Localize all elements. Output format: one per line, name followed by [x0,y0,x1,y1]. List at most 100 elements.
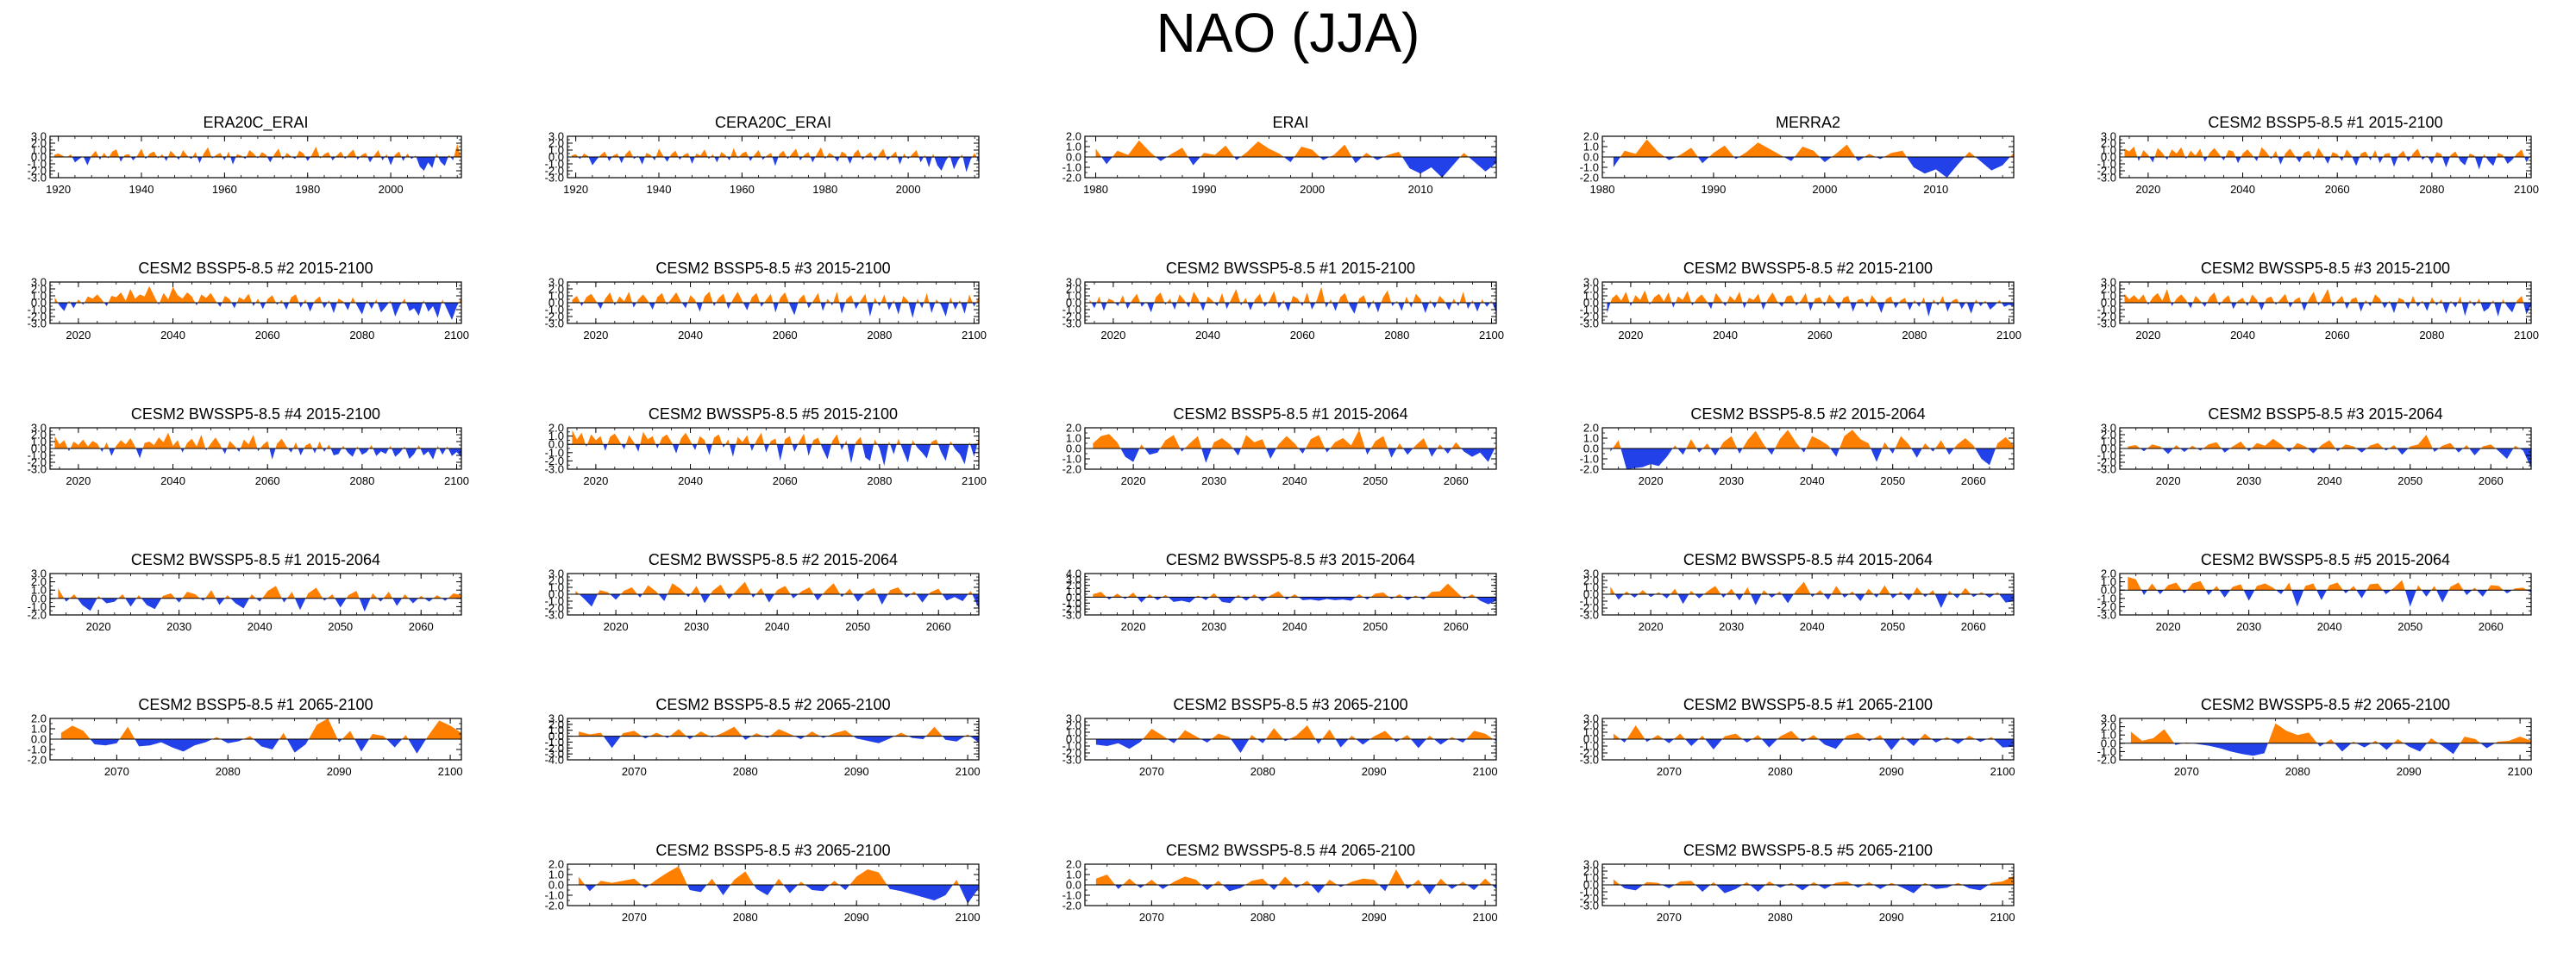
y-tick-label: -2.0 [28,754,47,767]
negative-anomaly-area [2141,590,2531,607]
y-tick-label: -2.0 [28,310,47,323]
y-tick-label: 1.0 [2101,144,2116,157]
x-tick-label: 2080 [2419,329,2444,342]
panel-title: ERA20C_ERAI [203,114,308,132]
x-tick-label: 2030 [166,620,191,633]
panel-title: CERA20C_ERAI [715,114,831,132]
x-tick-label: 2040 [2230,183,2255,196]
y-tick-label: -2.0 [1062,172,1081,185]
panel-title: CESM2 BWSSP5-8.5 #2 2065-2100 [2201,696,2450,713]
y-tick-label: -1.0 [1062,161,1081,174]
y-tick-label: -1.0 [28,304,47,317]
x-tick-label: 2100 [1990,765,2015,778]
x-tick-label: 2000 [896,183,921,196]
negative-anomaly-area [1610,594,2014,608]
y-tick-label: 0.0 [548,151,564,164]
x-tick-label: 1940 [647,183,672,196]
y-tick-label: 1.0 [548,144,564,157]
negative-anomaly-area [60,739,461,754]
panel-11: CESM2 BWSSP5-8.5 #4 2015-2100 3.02.01.00.… [28,405,469,487]
y-tick-label: 3.0 [1583,858,1599,871]
negative-anomaly-area [1093,597,1496,605]
x-tick-label: 2100 [956,911,981,924]
x-tick-label: 2030 [2236,474,2261,487]
y-tick-label: -1.0 [28,449,47,462]
x-tick-label: 2080 [733,765,758,778]
y-tick-label: 3.0 [548,276,564,289]
x-tick-label: 2040 [2317,474,2342,487]
x-tick-label: 2100 [2514,329,2539,342]
panel-title: CESM2 BSSP5-8.5 #1 2015-2100 [2208,114,2442,131]
x-tick-label: 1980 [295,183,320,196]
y-tick-label: -2.0 [1062,310,1081,323]
y-tick-label: 3.0 [1583,568,1599,580]
y-tick-label: -3.0 [28,317,47,330]
positive-anomaly-area [60,718,461,739]
y-tick-label: 3.0 [1583,712,1599,725]
x-tick-label: 2040 [1282,620,1307,633]
y-tick-label: 0.0 [2101,297,2116,310]
x-tick-label: 2020 [2135,329,2160,342]
y-tick-label: -1.0 [1062,889,1081,902]
x-tick-label: 2060 [255,474,280,487]
y-tick-label: 3.0 [31,276,47,289]
x-tick-label: 2020 [66,329,91,342]
y-tick-label: -2.0 [545,455,564,467]
y-tick-label: 0.0 [548,879,564,892]
x-tick-label: 1920 [46,183,71,196]
positive-anomaly-area [1613,725,2014,739]
y-tick-label: 3.0 [548,712,564,725]
y-tick-label: -3.0 [1580,900,1599,912]
y-tick-label: 0.0 [31,733,47,746]
x-tick-label: 2080 [349,474,374,487]
y-tick-label: -1.0 [545,736,564,749]
y-tick-label: 3.0 [548,130,564,143]
y-tick-label: -2.0 [1062,603,1081,616]
negative-anomaly-area [58,598,461,612]
y-tick-label: 0.0 [2101,584,2116,597]
y-tick-label: 3.0 [2101,422,2116,435]
panel-title: CESM2 BWSSP5-8.5 #1 2065-2100 [1683,696,1933,713]
y-tick-label: -3.0 [1062,317,1081,330]
negative-anomaly-area [2124,157,2531,170]
y-tick-label: 0.0 [1066,733,1081,746]
x-tick-label: 2060 [773,329,798,342]
panel-13: CESM2 BSSP5-8.5 #1 2015-2064 2.01.00.0-1.… [1062,405,1497,487]
y-tick-label: 1.0 [548,869,564,881]
y-tick-label: -2.0 [1062,900,1081,912]
x-tick-label: 2080 [349,329,374,342]
negative-anomaly-area [1613,739,2014,750]
y-tick-label: 2.0 [1583,574,1599,587]
x-tick-label: 2020 [583,474,608,487]
x-tick-label: 1960 [730,183,755,196]
y-tick-label: -1.0 [545,889,564,902]
negative-anomaly-area [1613,885,2014,894]
negative-anomaly-area [54,448,461,460]
x-tick-label: 1990 [1701,183,1726,196]
positive-anomaly-area [572,292,979,303]
y-tick-label: 2.0 [548,137,564,150]
negative-anomaly-area [578,885,979,904]
negative-anomaly-area [54,303,461,320]
x-tick-label: 2090 [844,911,869,924]
plot-frame [567,718,980,761]
y-tick-label: 4.0 [1066,568,1081,580]
y-tick-label: -1.0 [2097,592,2116,605]
y-tick-label: 3.0 [548,568,564,580]
y-tick-label: -2.0 [28,456,47,469]
x-tick-label: 2080 [2419,183,2444,196]
x-tick-label: 2040 [1282,474,1307,487]
x-tick-label: 2090 [1879,911,1904,924]
x-tick-label: 2000 [379,183,404,196]
y-tick-label: -2.0 [2097,310,2116,323]
negative-anomaly-area [585,444,978,467]
x-tick-label: 1980 [1590,183,1615,196]
y-tick-label: -3.0 [1062,754,1081,767]
negative-anomaly-area [53,157,461,171]
x-tick-label: 2050 [1363,474,1388,487]
x-tick-label: 2100 [962,474,987,487]
plot-frame [49,573,462,616]
y-tick-label: 3.0 [31,422,47,435]
